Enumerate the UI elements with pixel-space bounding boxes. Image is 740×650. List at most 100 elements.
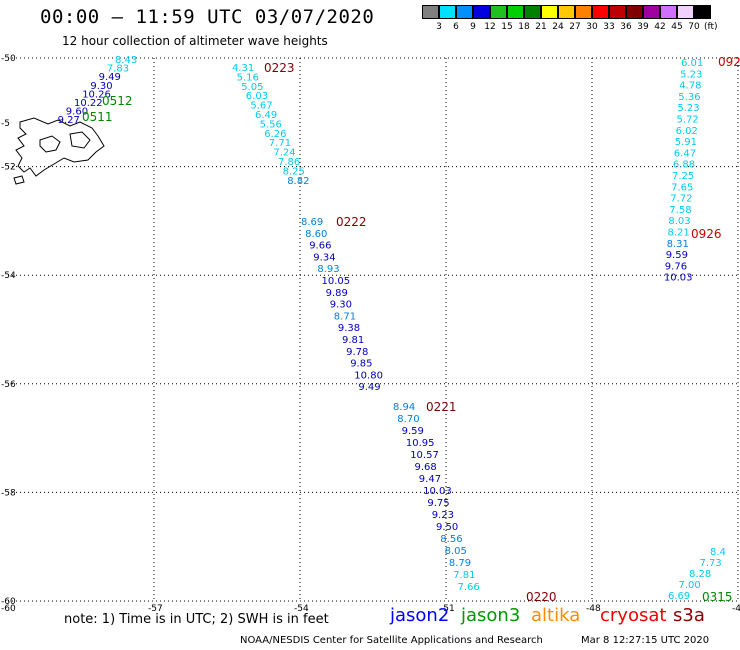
legend-swatch [626,5,643,19]
swh-label: 6.47 [674,148,696,159]
legend-swatch [422,5,439,19]
swh-label: 7.25 [672,171,694,182]
legend-swatch [558,5,575,19]
swh-label: 9.85 [350,359,372,370]
swh-label: 7.58 [669,205,691,216]
track-time-label: 0223 [264,61,295,75]
lat-tick-label: -60 [1,597,16,607]
swh-label: 8.60 [305,229,327,240]
swh-label: 7.71 [269,138,291,149]
swh-label: 8.82 [287,176,309,187]
swh-label: 9.30 [330,300,352,311]
track-time-label: 0221 [426,400,457,414]
lat-tick-label: -54 [1,271,16,281]
swh-label: 8.56 [440,534,462,545]
swh-label: 9.23 [432,510,454,521]
lon-tick-label: -48 [586,604,601,614]
legend-swatch [660,5,677,19]
swh-label: 9.68 [415,462,437,473]
legend-tick-label: 42 [654,22,666,32]
swh-label: 5.16 [237,72,259,83]
track-time-label: 0926 [691,227,722,241]
swh-label: 9.38 [338,323,360,334]
lon-tick-label: -51 [440,604,455,614]
swh-label: 7.86 [278,157,300,168]
legend-swatch [694,5,711,19]
track-time-label: 0222 [336,215,367,229]
swh-label: 9.50 [436,522,458,533]
swh-label: 8.70 [397,414,419,425]
swh-label: 5.56 [260,119,282,130]
swh-label: 7.73 [700,558,722,569]
legend-tick-label: 3 [436,22,442,32]
legend-swatch [524,5,541,19]
legend-swatch [507,5,524,19]
swh-label: 8.71 [334,311,356,322]
legend-swatch [643,5,660,19]
track-time-label: 0315 [702,590,733,604]
swh-label: 10.80 [354,370,383,381]
map-title: 00:00 – 11:59 UTC 03/07/2020 [40,6,375,28]
swh-label: 6.88 [673,160,695,171]
swh-label: 5.91 [675,137,697,148]
swh-label: 7.00 [679,580,701,591]
legend-swatch [609,5,626,19]
track-time-label: 0220 [526,590,557,604]
swh-label: 9.75 [427,498,449,509]
swh-label: 9.49 [358,382,380,393]
swh-label: 7.83 [107,64,129,75]
swh-label: 10.22 [74,98,103,109]
satellite-label-jason2: jason2 [390,605,450,626]
legend-swatch [473,5,490,19]
swh-label: 6.03 [246,91,268,102]
falkland-islands-outline [15,117,105,177]
legend-swatch [439,5,456,19]
swh-label: 9.59 [402,426,424,437]
swh-label: 9.81 [342,335,364,346]
swh-label: 9.89 [326,288,348,299]
legend-tick-label: 6 [453,22,459,32]
swh-label: 5.05 [241,82,263,93]
swh-label: 4.31 [232,63,254,74]
swh-label: 8.05 [445,546,467,557]
swh-label: 10.03 [423,486,452,497]
swh-label: 5.23 [677,103,699,114]
swh-label: 10.57 [410,450,439,461]
swh-label: 5.23 [680,69,702,80]
swh-label: 10.03 [664,273,693,284]
island-outline [13,175,25,185]
legend-tick-label: 9 [470,22,476,32]
legend-tick-label: 45 [671,22,683,32]
swh-label: 7.65 [671,182,693,193]
swh-label: 8.25 [283,166,305,177]
swh-label: 7.66 [458,582,480,593]
footnote-note: note: 1) Time is in UTC; 2) SWH is in fe… [64,612,329,627]
legend-tick-label: 33 [603,22,615,32]
swh-label: 6.01 [681,58,703,69]
swh-label: 5.72 [677,115,699,126]
credit-line: NOAA/NESDIS Center for Satellite Applica… [240,635,543,646]
legend-tick-label: 18 [518,22,530,32]
swh-label: 9.34 [313,252,335,263]
swh-label: 6.02 [676,126,698,137]
swh-label: 5.67 [250,101,272,112]
legend-tick-label: 15 [501,22,513,32]
legend-swatch [456,5,473,19]
lat-tick-label: -5 [1,119,10,129]
satellite-label-jason3: jason3 [461,605,521,626]
swh-label: 9.49 [99,72,121,83]
swh-label: 7.24 [273,148,295,159]
island-outline [39,135,61,153]
lat-tick-label: -52 [1,163,16,173]
swh-label: 9.60 [66,107,88,118]
lon-tick-label: -57 [148,604,163,614]
swh-label: 6.69 [668,591,690,602]
swh-label: 8.43 [115,55,137,66]
lat-tick-label: -50 [1,54,16,64]
swh-label: 9.27 [58,115,80,126]
legend-swatch [677,5,694,19]
swh-label: 9.78 [346,347,368,358]
swh-label: 5.36 [678,92,700,103]
satellite-label-s3a: s3a [673,605,705,626]
